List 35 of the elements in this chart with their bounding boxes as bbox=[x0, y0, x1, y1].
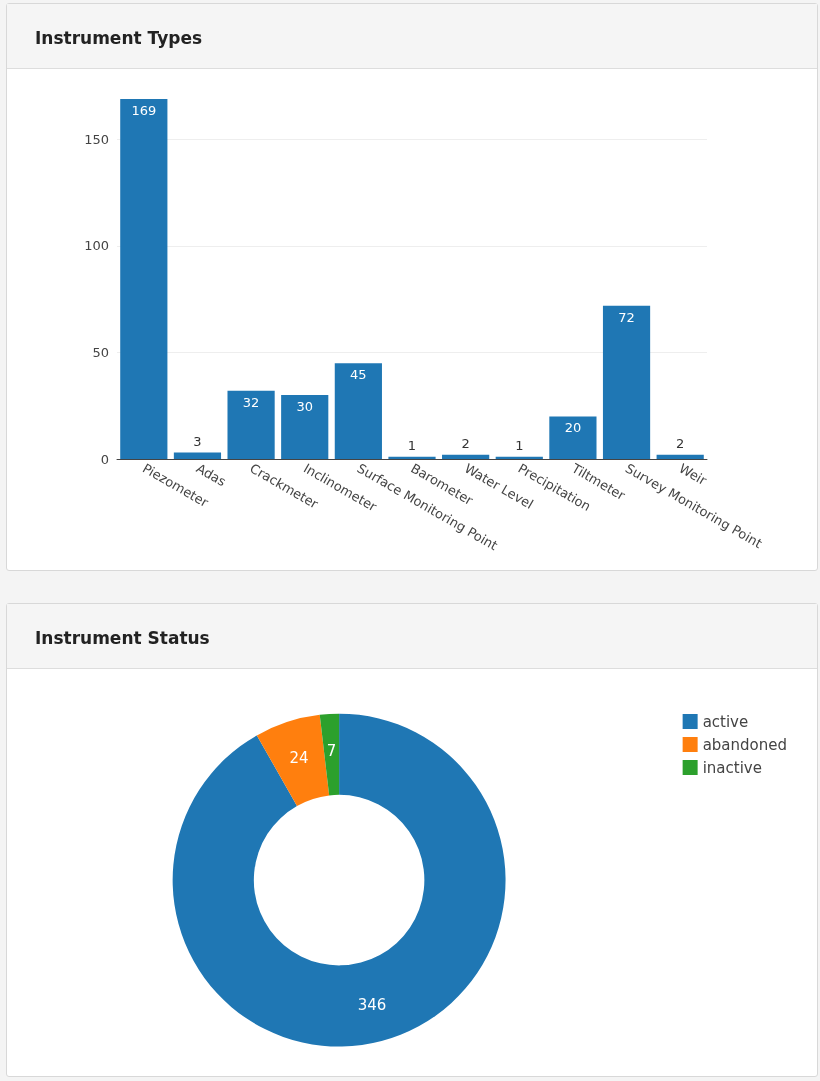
data-label: 1 bbox=[407, 437, 417, 453]
bar bbox=[495, 456, 543, 459]
data-label: 169 bbox=[131, 103, 157, 118]
legend-label: abandoned bbox=[702, 735, 788, 754]
data-label: 32 bbox=[242, 394, 260, 410]
data-label: 2 bbox=[461, 435, 470, 451]
legend-label: active bbox=[702, 712, 749, 731]
data-label: 3 bbox=[193, 433, 202, 449]
bar bbox=[656, 454, 704, 459]
data-label: 24 bbox=[289, 748, 309, 767]
bar bbox=[227, 390, 275, 459]
data-label: 30 bbox=[296, 399, 313, 415]
data-label: 2 bbox=[676, 435, 685, 451]
y-tick-label: 150 bbox=[84, 131, 109, 147]
bar bbox=[549, 416, 597, 459]
x-tick-label: Weir bbox=[676, 460, 710, 489]
legend-label: inactive bbox=[702, 758, 762, 777]
data-label: 72 bbox=[618, 309, 635, 325]
data-label: 20 bbox=[564, 420, 582, 436]
chart-title: Instrument Types bbox=[7, 4, 817, 69]
y-tick-label: 100 bbox=[84, 238, 109, 254]
bar bbox=[388, 456, 436, 459]
data-label: 346 bbox=[357, 995, 387, 1014]
y-tick-label: 50 bbox=[92, 344, 109, 360]
bar bbox=[442, 454, 490, 459]
bar bbox=[602, 305, 651, 459]
data-label: 45 bbox=[350, 367, 367, 383]
chart-title: Instrument Status bbox=[7, 604, 817, 669]
bar bbox=[120, 99, 168, 459]
bar bbox=[334, 363, 382, 459]
data-label: 7 bbox=[326, 742, 337, 761]
bar bbox=[281, 395, 329, 459]
data-label: 1 bbox=[515, 437, 524, 453]
bar bbox=[173, 452, 222, 459]
y-tick-label: 0 bbox=[100, 451, 109, 467]
